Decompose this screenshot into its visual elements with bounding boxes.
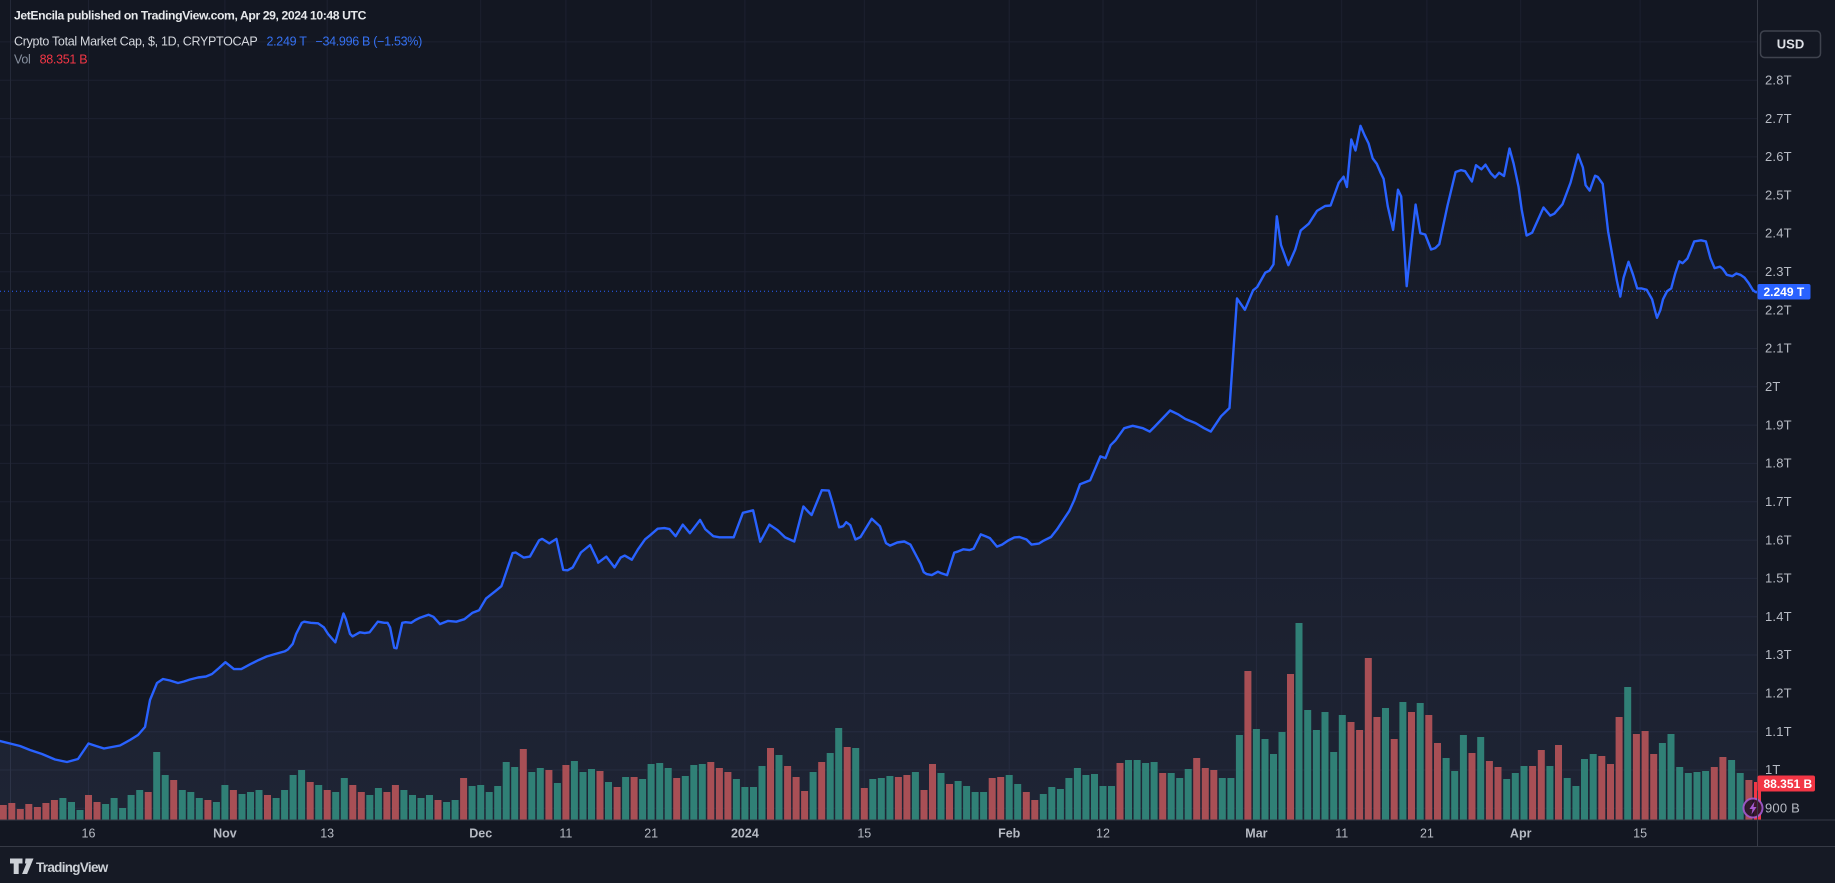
svg-text:TradingView: TradingView: [36, 860, 109, 875]
svg-text:1.5T: 1.5T: [1765, 571, 1792, 586]
svg-text:1.7T: 1.7T: [1765, 494, 1792, 509]
svg-text:2.3T: 2.3T: [1765, 264, 1792, 279]
svg-text:1.3T: 1.3T: [1765, 647, 1792, 662]
svg-text:2.5T: 2.5T: [1765, 187, 1792, 202]
svg-text:2.6T: 2.6T: [1765, 149, 1792, 164]
svg-text:16: 16: [82, 827, 96, 841]
svg-text:Vol 88.351 B: Vol 88.351 B: [14, 53, 87, 67]
svg-text:21: 21: [644, 827, 658, 841]
svg-text:1.6T: 1.6T: [1765, 532, 1792, 547]
svg-text:2.4T: 2.4T: [1765, 226, 1792, 241]
svg-text:1T: 1T: [1765, 762, 1781, 777]
svg-text:1.2T: 1.2T: [1765, 686, 1792, 701]
svg-text:JetEncila published on Trading: JetEncila published on TradingView.com, …: [14, 9, 367, 23]
svg-text:Feb: Feb: [998, 827, 1021, 841]
svg-text:13: 13: [320, 827, 334, 841]
svg-text:2024: 2024: [731, 827, 759, 841]
svg-text:USD: USD: [1777, 37, 1804, 52]
svg-text:1.8T: 1.8T: [1765, 456, 1792, 471]
svg-text:11: 11: [1335, 827, 1348, 841]
svg-text:Apr: Apr: [1510, 827, 1532, 841]
svg-text:88.351 B: 88.351 B: [1764, 777, 1813, 791]
svg-text:2T: 2T: [1765, 379, 1781, 394]
svg-text:12: 12: [1096, 827, 1110, 841]
svg-text:2.2T: 2.2T: [1765, 302, 1792, 317]
svg-text:1.1T: 1.1T: [1765, 724, 1792, 739]
svg-text:2.7T: 2.7T: [1765, 111, 1792, 126]
svg-text:2.8T: 2.8T: [1765, 72, 1792, 87]
svg-text:Mar: Mar: [1245, 827, 1267, 841]
svg-text:Nov: Nov: [213, 827, 237, 841]
svg-text:Dec: Dec: [469, 827, 492, 841]
svg-text:15: 15: [1633, 827, 1647, 841]
svg-text:Crypto Total Market Cap, $, 1D: Crypto Total Market Cap, $, 1D, CRYPTOCA…: [14, 35, 422, 49]
svg-text:15: 15: [857, 827, 871, 841]
svg-text:2.1T: 2.1T: [1765, 341, 1792, 356]
svg-text:2.249 T: 2.249 T: [1764, 285, 1805, 299]
svg-text:21: 21: [1420, 827, 1434, 841]
svg-text:1.9T: 1.9T: [1765, 417, 1792, 432]
svg-text:900 B: 900 B: [1765, 801, 1800, 816]
svg-text:1.4T: 1.4T: [1765, 609, 1792, 624]
svg-text:11: 11: [559, 827, 572, 841]
